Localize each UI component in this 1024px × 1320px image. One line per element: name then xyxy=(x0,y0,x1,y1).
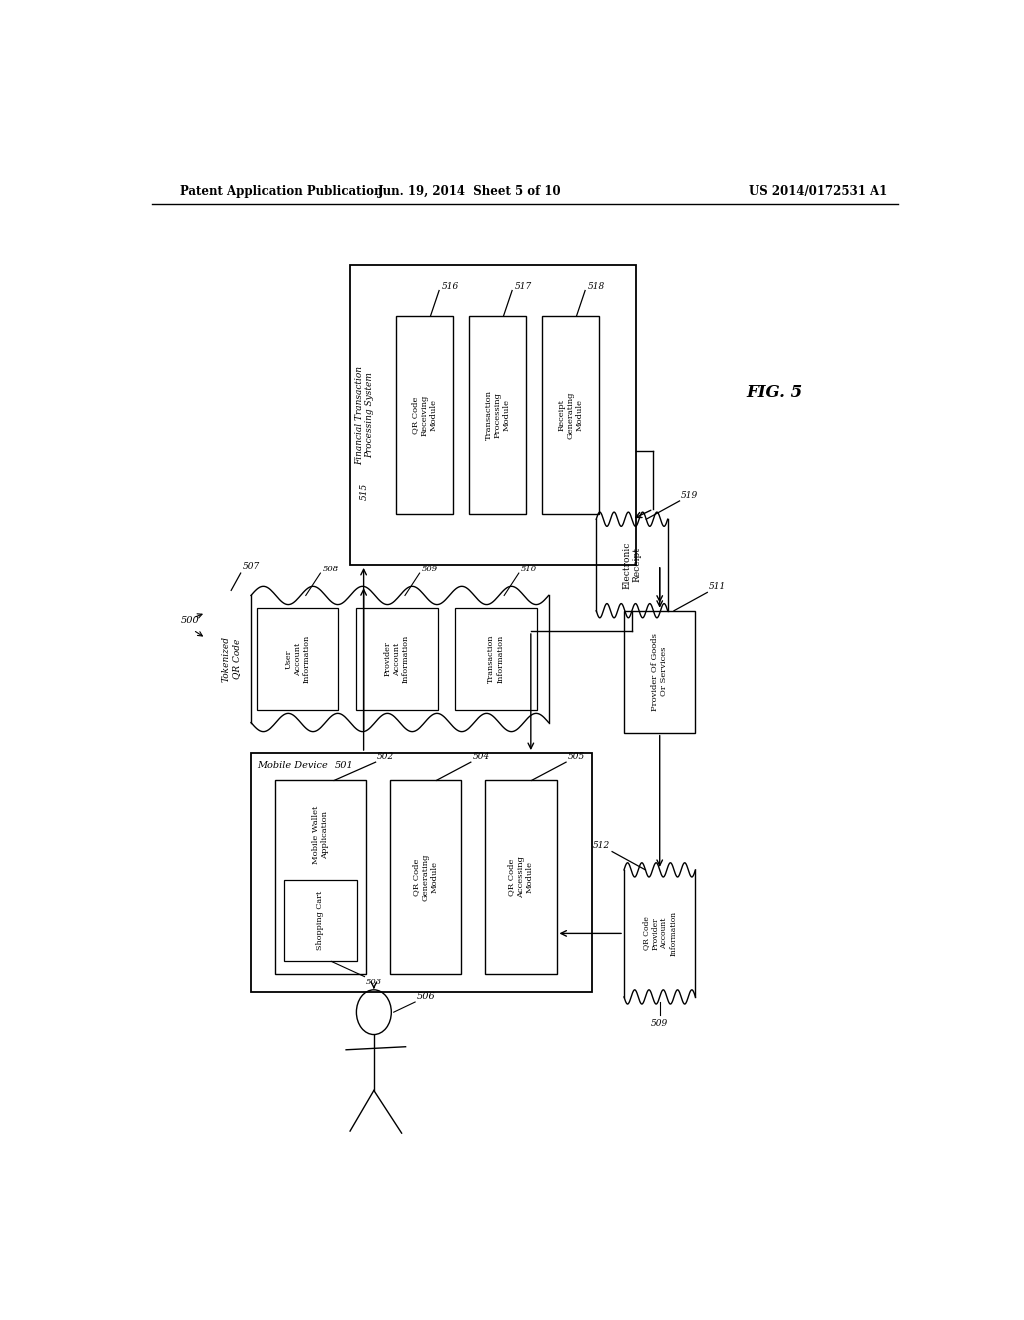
Bar xyxy=(285,880,356,961)
Bar xyxy=(257,607,338,710)
Text: Electronic
Receipt: Electronic Receipt xyxy=(623,541,642,589)
Text: 509: 509 xyxy=(651,1019,669,1028)
Text: Financial Transaction
Processing System: Financial Transaction Processing System xyxy=(354,366,374,465)
Bar xyxy=(356,607,437,710)
Text: Receipt
Generating
Module: Receipt Generating Module xyxy=(558,391,584,438)
Text: Jun. 19, 2014  Sheet 5 of 10: Jun. 19, 2014 Sheet 5 of 10 xyxy=(378,185,561,198)
Bar xyxy=(274,780,367,974)
Text: Tokenized
QR Code: Tokenized QR Code xyxy=(221,636,241,682)
Text: QR Code
Provider
Account
Information: QR Code Provider Account Information xyxy=(642,911,678,956)
Text: US 2014/0172531 A1: US 2014/0172531 A1 xyxy=(750,185,888,198)
Text: 503: 503 xyxy=(367,978,382,986)
Text: 516: 516 xyxy=(441,281,459,290)
Bar xyxy=(456,607,537,710)
Text: Transaction
Information: Transaction Information xyxy=(487,635,505,684)
Text: 517: 517 xyxy=(514,281,531,290)
Text: 512: 512 xyxy=(593,841,610,850)
Text: 501: 501 xyxy=(335,762,354,770)
Bar xyxy=(469,315,526,515)
Text: 505: 505 xyxy=(567,752,585,762)
Text: 504: 504 xyxy=(472,752,489,762)
Text: 511: 511 xyxy=(709,582,726,591)
Bar xyxy=(543,315,599,515)
Text: Provider Of Goods
Or Services: Provider Of Goods Or Services xyxy=(651,632,669,710)
Bar xyxy=(251,752,592,991)
Text: 515: 515 xyxy=(360,483,369,500)
Text: FIG. 5: FIG. 5 xyxy=(746,384,803,401)
Text: 507: 507 xyxy=(243,562,260,572)
Text: Transaction
Processing
Module: Transaction Processing Module xyxy=(484,389,511,440)
Bar xyxy=(396,315,454,515)
Text: QR Code
Receiving
Module: QR Code Receiving Module xyxy=(412,395,438,436)
Text: User
Account
Information: User Account Information xyxy=(285,635,311,684)
Text: Provider
Account
Information: Provider Account Information xyxy=(384,635,410,684)
Text: QR Code
Accessing
Module: QR Code Accessing Module xyxy=(508,855,535,898)
Text: 500: 500 xyxy=(180,616,200,626)
Bar xyxy=(624,611,695,733)
Text: Patent Application Publication: Patent Application Publication xyxy=(179,185,382,198)
Text: 518: 518 xyxy=(588,281,605,290)
Bar xyxy=(350,265,636,565)
Text: 506: 506 xyxy=(417,993,435,1001)
Text: 519: 519 xyxy=(681,491,698,500)
Bar xyxy=(485,780,556,974)
Text: 510: 510 xyxy=(521,565,538,573)
Text: 502: 502 xyxy=(377,752,394,762)
Text: 508: 508 xyxy=(323,565,339,573)
Text: Shopping Cart: Shopping Cart xyxy=(316,891,325,950)
Text: Mobile Device: Mobile Device xyxy=(257,762,328,770)
Text: 509: 509 xyxy=(422,565,438,573)
Text: QR Code
Generating
Module: QR Code Generating Module xyxy=(413,853,439,900)
Text: Mobile Wallet
Application: Mobile Wallet Application xyxy=(312,805,329,863)
Bar xyxy=(390,780,461,974)
